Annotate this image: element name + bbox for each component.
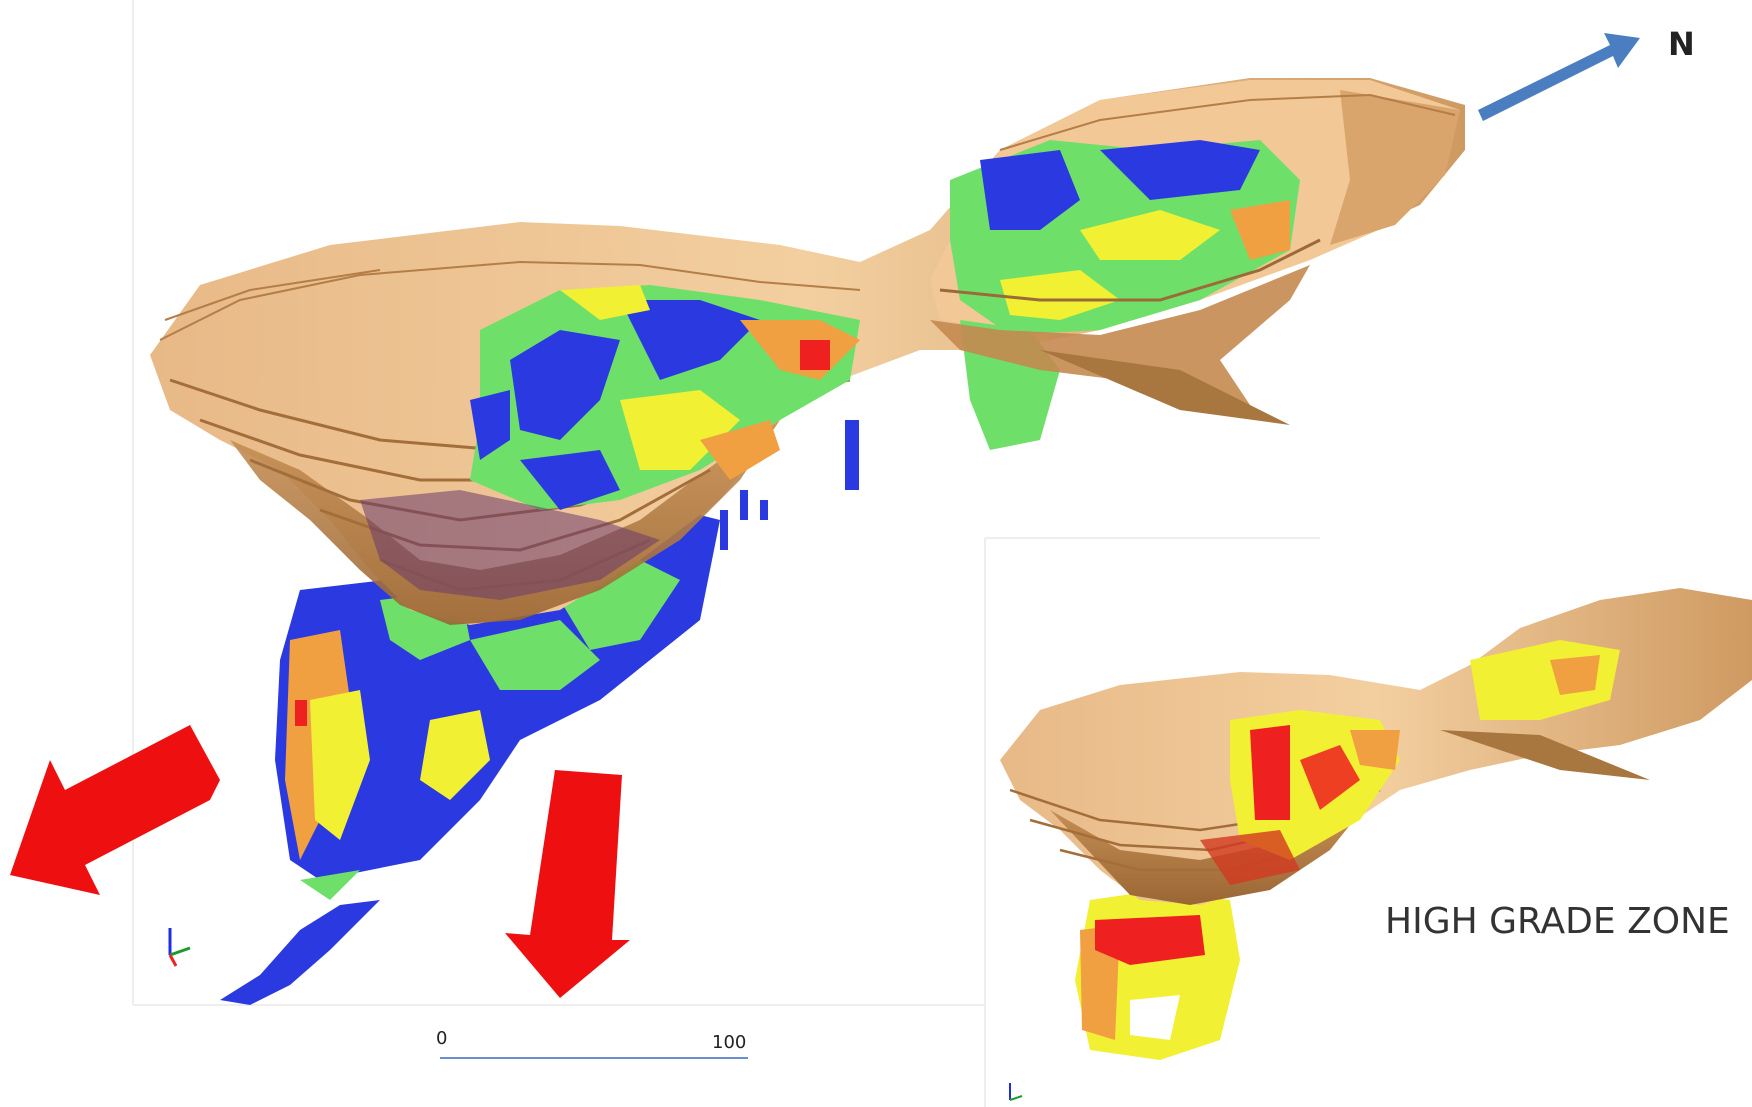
inset-label: HIGH GRADE ZONE xyxy=(1385,901,1730,942)
scale-bar-start-label: 0 xyxy=(436,1028,447,1049)
southwest-direction-arrow-icon xyxy=(10,725,220,895)
south-direction-arrow-icon xyxy=(505,770,630,998)
inset-high-grade-view: HIGH GRADE ZONE xyxy=(984,537,1752,1107)
north-label: N xyxy=(1668,25,1695,63)
stray-block-strip xyxy=(220,900,380,1005)
east-pit-shell xyxy=(930,80,1460,450)
north-arrow-icon xyxy=(1478,33,1640,121)
main-view: N 0 100 xyxy=(10,0,1695,1059)
lower-block-cluster xyxy=(275,420,859,900)
west-pit-blocks xyxy=(360,285,860,600)
scale-bar-end-label: 100 xyxy=(712,1032,746,1053)
inset-axis-triad-icon xyxy=(1009,1083,1023,1101)
axis-triad-icon xyxy=(168,928,191,967)
